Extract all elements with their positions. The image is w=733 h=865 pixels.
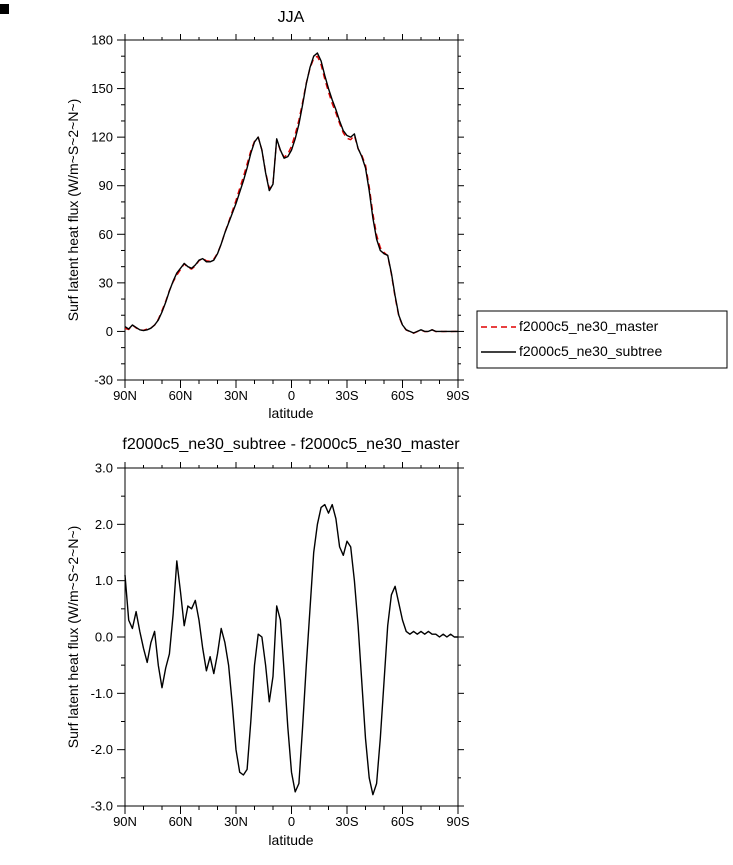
series-path	[124, 52, 458, 334]
y-tick-label: 0.0	[95, 630, 113, 645]
y-tick-label: 90	[99, 178, 113, 193]
y-tick-label: 3.0	[95, 461, 113, 476]
top-series	[124, 52, 458, 334]
x-tick-label: 30S	[335, 388, 358, 403]
y-tick-label: 1.0	[95, 573, 113, 588]
y-tick-label: -1.0	[91, 686, 113, 701]
top-chart: JJA Surf latent heat flux (W/m~S~2~N~) l…	[65, 9, 728, 421]
y-tick-label: 180	[91, 33, 113, 48]
y-tick-label: 60	[99, 227, 113, 242]
x-tick-label: 60S	[391, 388, 414, 403]
top-y-axis-label: Surf latent heat flux (W/m~S~2~N~)	[65, 99, 81, 322]
y-tick-label: 120	[91, 130, 113, 145]
bottom-axes: 90N 60N 30N 0 30S 60S 90S 3.0 2.0 1.0 0.0 -1.0 -2.0 -…	[91, 461, 470, 830]
legend-box	[476, 310, 728, 369]
bottom-x-axis-label: latitude	[268, 832, 313, 848]
y-tick-label: 150	[91, 81, 113, 96]
bottom-chart: f2000c5_ne30_subtree - f2000c5_ne30_mast…	[65, 436, 470, 848]
series-path	[124, 503, 458, 796]
x-tick-label: 60N	[169, 814, 193, 829]
bottom-series	[124, 503, 458, 796]
y-tick-label: 2.0	[95, 517, 113, 532]
x-tick-label: 0	[288, 814, 295, 829]
top-chart-title: JJA	[278, 9, 305, 26]
y-tick-label: 0	[106, 324, 113, 339]
x-tick-label: 90S	[446, 814, 469, 829]
x-tick-label: 60N	[169, 388, 193, 403]
plot-frame	[124, 39, 459, 381]
plot-frame	[124, 467, 459, 807]
top-x-axis-label: latitude	[268, 405, 313, 421]
series-path	[124, 55, 458, 334]
x-tick-label: 30S	[335, 814, 358, 829]
screen-corner-artifact	[0, 4, 9, 14]
bottom-chart-title: f2000c5_ne30_subtree - f2000c5_ne30_mast…	[122, 436, 460, 453]
x-tick-label: 60S	[391, 814, 414, 829]
legend-subtree-label: f2000c5_ne30_subtree	[519, 343, 662, 359]
x-tick-label: 90N	[113, 814, 137, 829]
y-tick-label: 30	[99, 275, 113, 290]
legend-master-label: f2000c5_ne30_master	[519, 318, 659, 334]
y-tick-label: -2.0	[91, 742, 113, 757]
x-tick-label: 90S	[446, 388, 469, 403]
x-tick-label: 90N	[113, 388, 137, 403]
y-tick-label: -3.0	[91, 799, 113, 814]
top-axes: 90N 60N 30N 0 30S 60S 90S 180 150 120 90 60 30 0 -30	[91, 33, 470, 404]
x-tick-label: 0	[288, 388, 295, 403]
y-tick-label: -30	[94, 373, 113, 388]
bottom-y-axis-label: Surf latent heat flux (W/m~S~2~N~)	[65, 526, 81, 749]
x-tick-label: 30N	[224, 814, 248, 829]
x-tick-label: 30N	[224, 388, 248, 403]
legend: f2000c5_ne30_master f2000c5_ne30_subtree	[476, 310, 728, 369]
